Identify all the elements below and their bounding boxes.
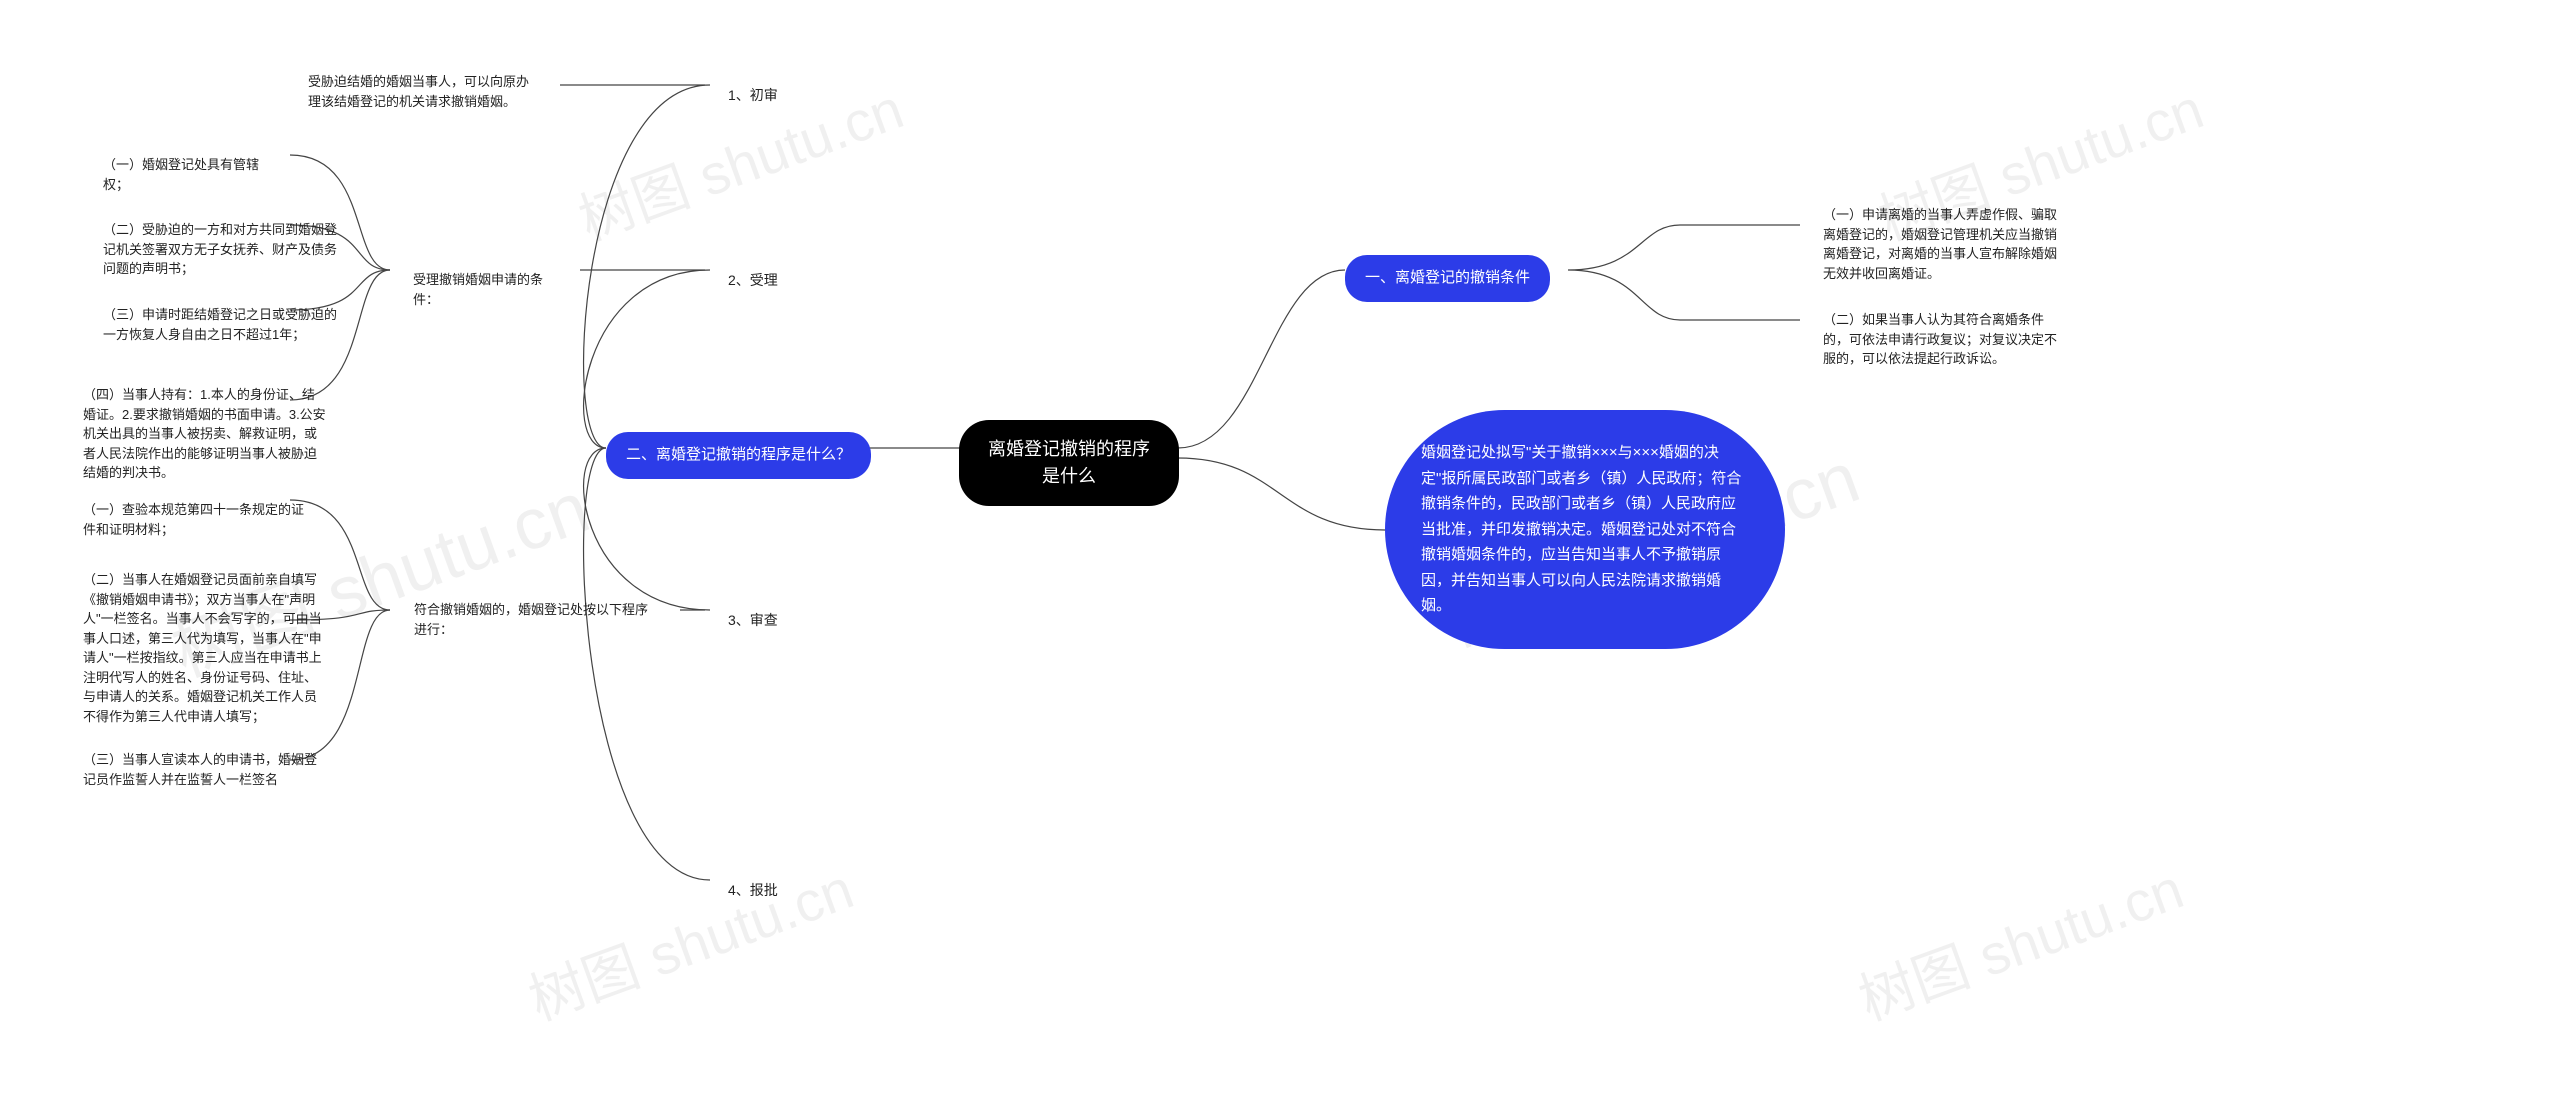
step-3-leaf-1: （一）查验本规范第四十一条规定的证件和证明材料；	[65, 490, 325, 549]
branch-conditions: 一、离婚登记的撤销条件	[1345, 255, 1550, 302]
big-blue-note: 婚姻登记处拟写"关于撤销×××与×××婚姻的决定"报所属民政部门或者乡（镇）人民…	[1385, 410, 1785, 649]
step-2-leaf-4: （四）当事人持有：1.本人的身份证、结婚证。2.要求撤销婚姻的书面申请。3.公安…	[65, 375, 345, 493]
step-1: 1、初审	[710, 75, 796, 116]
branch-procedure: 二、离婚登记撤销的程序是什么？	[606, 432, 871, 479]
step-2-leaf-1: （一）婚姻登记处具有管辖权；	[85, 145, 285, 204]
step-3-header: 符合撤销婚姻的，婚姻登记处按以下程序进行：	[396, 590, 676, 649]
step-2: 2、受理	[710, 260, 796, 301]
step-2-header: 受理撤销婚姻申请的条件：	[395, 260, 575, 319]
step-1-leaf: 受胁迫结婚的婚姻当事人，可以向原办理该结婚登记的机关请求撤销婚姻。	[290, 62, 550, 121]
root-node: 离婚登记撤销的程序是什么	[959, 420, 1179, 506]
step-2-leaf-3: （三）申请时距结婚登记之日或受胁迫的一方恢复人身自由之日不超过1年；	[85, 295, 365, 354]
step-2-leaf-2: （二）受胁迫的一方和对方共同到婚姻登记机关签署双方无子女抚养、财产及债务问题的声…	[85, 210, 365, 289]
step-4: 4、报批	[710, 870, 796, 911]
connector-layer	[0, 0, 2560, 1119]
step-3: 3、审查	[710, 600, 796, 641]
watermark: 树图 shutu.cn	[1846, 844, 2193, 1036]
watermark: 树图 shutu.cn	[516, 844, 863, 1036]
step-3-leaf-3: （三）当事人宣读本人的申请书，婚姻登记员作监誓人并在监誓人一栏签名	[65, 740, 345, 799]
step-3-leaf-2: （二）当事人在婚姻登记员面前亲自填写《撤销婚姻申请书》；双方当事人在"声明人"一…	[65, 560, 345, 736]
condition-leaf-2: （二）如果当事人认为其符合离婚条件的，可依法申请行政复议；对复议决定不服的，可以…	[1805, 300, 2085, 379]
condition-leaf-1: （一）申请离婚的当事人弄虚作假、骗取离婚登记的，婚姻登记管理机关应当撤销离婚登记…	[1805, 195, 2085, 293]
